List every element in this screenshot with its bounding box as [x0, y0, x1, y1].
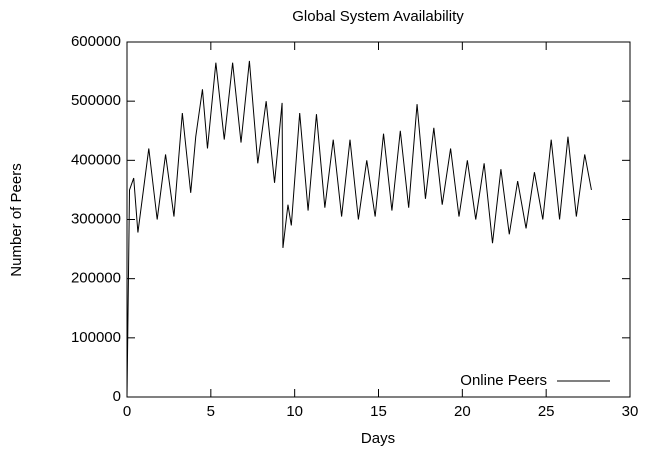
x-tick-label: 30 — [622, 403, 639, 420]
legend-label: Online Peers — [460, 372, 547, 389]
y-axis-label: Number of Peers — [8, 163, 25, 276]
plot-frame — [126, 41, 631, 398]
y-tick-label: 100000 — [71, 329, 121, 346]
y-tick-label: 200000 — [71, 270, 121, 287]
x-tick-label: 15 — [370, 403, 387, 420]
y-tick-label: 500000 — [71, 92, 121, 109]
data-line — [126, 60, 592, 398]
x-axis-label: Days — [361, 430, 395, 447]
x-tick-label: 0 — [123, 403, 131, 420]
y-tick-label: 400000 — [71, 151, 121, 168]
y-tick-label: 600000 — [71, 33, 121, 50]
chart-title: Global System Availability — [292, 8, 464, 25]
x-tick-label: 20 — [454, 403, 471, 420]
x-tick-label: 25 — [538, 403, 555, 420]
x-tick-label: 5 — [207, 403, 215, 420]
y-tick-label: 300000 — [71, 210, 121, 227]
y-tick-label: 0 — [113, 388, 121, 405]
x-tick-label: 10 — [286, 403, 303, 420]
